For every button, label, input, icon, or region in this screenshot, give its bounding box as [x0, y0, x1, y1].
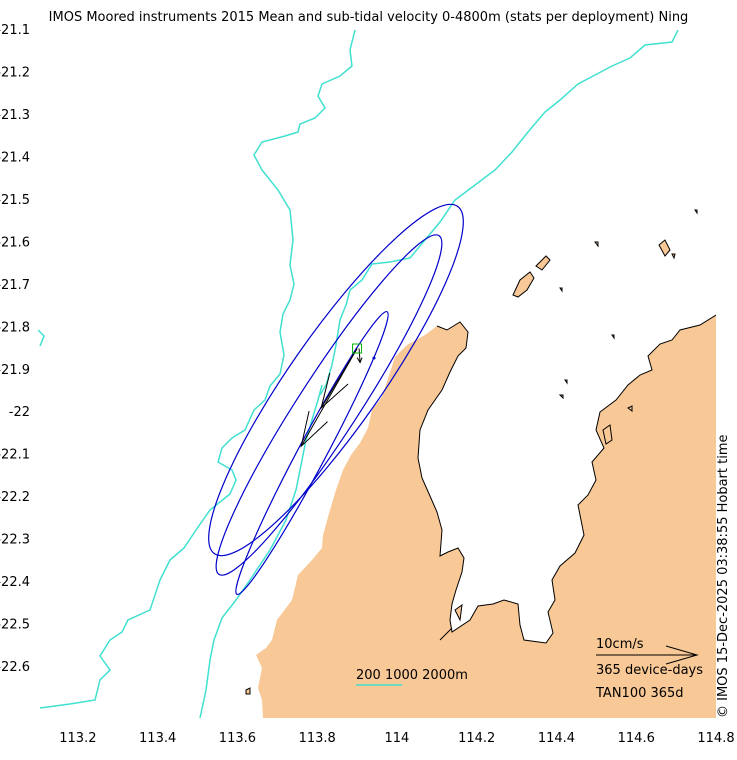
x-tick-label: 114.2: [458, 731, 495, 746]
y-tick-label: -21.8: [0, 320, 30, 335]
y-tick-label: -21.5: [0, 193, 30, 208]
x-tick-label: 113.4: [139, 731, 176, 746]
x-tick-label: 114.4: [538, 731, 575, 746]
island: [564, 379, 568, 385]
land-mass: [256, 315, 716, 718]
timestamp-label: © IMOS 15-Dec-2025 03:38:55 Hobart time: [716, 434, 731, 718]
coastline: [417, 314, 716, 644]
island: [594, 241, 599, 248]
scale-arrow-label: 10cm/s: [596, 637, 644, 652]
island: [454, 603, 463, 622]
station-label: TAN100 365d: [595, 686, 684, 701]
x-tick-label: 114: [385, 731, 410, 746]
isobaths-label: 200 1000 2000m: [356, 668, 468, 683]
mean-velocity-arrow: [320, 348, 358, 410]
y-tick-label: -22.4: [0, 575, 30, 590]
x-tick-label: 113.8: [299, 731, 336, 746]
variance-ellipse-inner: [235, 310, 389, 596]
y-tick-label: -21.9: [0, 363, 30, 378]
station-marker-tan100[interactable]: [352, 343, 363, 354]
station-dot: [372, 356, 376, 360]
y-tick-label: -22.2: [0, 490, 30, 505]
variance-ellipse-outer: [208, 203, 464, 557]
scale-arrow: [596, 645, 699, 665]
y-tick-label: -21.3: [0, 108, 30, 123]
island: [559, 287, 563, 293]
y-tick-label: -22.1: [0, 448, 30, 463]
y-tick-label: -22: [9, 405, 30, 420]
island: [602, 424, 613, 445]
y-tick-label: -21.2: [0, 65, 30, 80]
y-tick-label: -21.7: [0, 278, 30, 293]
isobath-200m: [39, 30, 356, 709]
map-title: IMOS Moored instruments 2015 Mean and su…: [48, 10, 689, 25]
island: [245, 687, 251, 695]
device-days-label: 365 device-days: [596, 663, 703, 678]
variance-ellipse-middle: [215, 234, 443, 576]
island: [611, 334, 615, 340]
island: [512, 271, 535, 298]
island: [671, 253, 676, 260]
x-tick-label: 114.6: [618, 731, 655, 746]
island: [535, 255, 551, 271]
x-tick-label: 113.2: [59, 731, 96, 746]
y-tick-label: -22.6: [0, 660, 30, 675]
isobath-1000m: [319, 30, 679, 396]
isobath-2000m: [38, 329, 45, 347]
y-tick-label: -21.6: [0, 235, 30, 250]
x-axis: 113.2 113.4 113.6 113.8 114 114.2 114.4 114.6 11…: [59, 731, 734, 746]
island: [627, 405, 633, 412]
y-tick-label: -21.1: [0, 23, 30, 38]
island: [694, 209, 698, 215]
variance-ellipses: [208, 203, 464, 596]
y-tick-label: -22.5: [0, 618, 30, 633]
y-tick-label: -21.4: [0, 150, 30, 165]
small-velocity-arrow: [356, 348, 363, 364]
island: [558, 394, 564, 400]
y-tick-label: -22.3: [0, 533, 30, 548]
x-tick-label: 113.6: [219, 731, 256, 746]
reef-line: [439, 627, 453, 641]
y-axis: -21.1 -21.2 -21.3 -21.4 -21.5 -21.6 -21.7 -21.8…: [0, 23, 30, 675]
mean-velocity-vectors: [300, 348, 363, 448]
legend: 10cm/s 365 device-days TAN100 365d 200 1…: [356, 637, 703, 701]
island: [658, 239, 671, 257]
x-tick-label: 114.8: [697, 731, 734, 746]
